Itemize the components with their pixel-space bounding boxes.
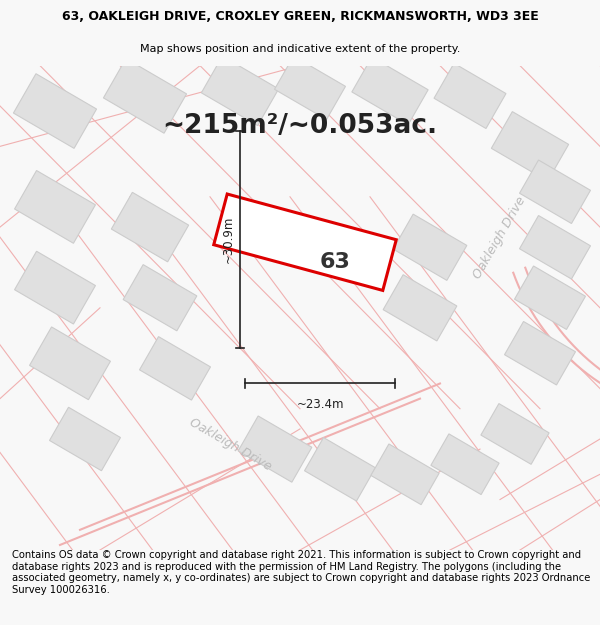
- Polygon shape: [505, 321, 575, 385]
- Polygon shape: [520, 160, 590, 224]
- Text: Contains OS data © Crown copyright and database right 2021. This information is : Contains OS data © Crown copyright and d…: [12, 550, 590, 595]
- Text: ~30.9m: ~30.9m: [221, 216, 235, 263]
- Polygon shape: [13, 74, 97, 148]
- Polygon shape: [481, 404, 549, 464]
- Polygon shape: [140, 337, 211, 400]
- Polygon shape: [123, 264, 197, 331]
- Polygon shape: [14, 171, 95, 243]
- Polygon shape: [515, 266, 586, 329]
- Polygon shape: [491, 112, 569, 181]
- Polygon shape: [112, 192, 188, 262]
- Polygon shape: [214, 194, 396, 291]
- Text: ~215m²/~0.053ac.: ~215m²/~0.053ac.: [163, 113, 437, 139]
- Text: 63: 63: [320, 253, 350, 272]
- Polygon shape: [50, 408, 121, 471]
- Polygon shape: [393, 214, 467, 281]
- Text: Map shows position and indicative extent of the property.: Map shows position and indicative extent…: [140, 44, 460, 54]
- Polygon shape: [434, 63, 506, 129]
- Polygon shape: [352, 57, 428, 125]
- Text: Oakleigh Drive: Oakleigh Drive: [187, 415, 274, 473]
- Polygon shape: [202, 56, 278, 126]
- Polygon shape: [305, 438, 376, 501]
- Polygon shape: [371, 444, 439, 504]
- Polygon shape: [238, 416, 312, 482]
- Polygon shape: [14, 251, 95, 324]
- Polygon shape: [431, 434, 499, 494]
- Text: 63, OAKLEIGH DRIVE, CROXLEY GREEN, RICKMANSWORTH, WD3 3EE: 63, OAKLEIGH DRIVE, CROXLEY GREEN, RICKM…: [62, 10, 538, 23]
- Polygon shape: [29, 327, 110, 400]
- Polygon shape: [275, 56, 346, 119]
- Text: ~23.4m: ~23.4m: [296, 398, 344, 411]
- Text: Oakleigh Drive: Oakleigh Drive: [471, 194, 529, 281]
- Polygon shape: [383, 275, 457, 341]
- Polygon shape: [103, 59, 187, 133]
- Polygon shape: [520, 216, 590, 279]
